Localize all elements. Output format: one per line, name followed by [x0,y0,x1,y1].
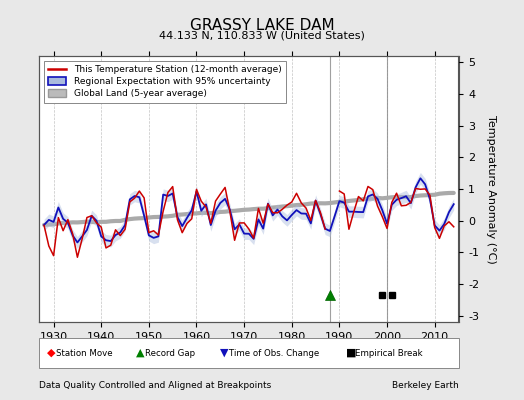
Text: 44.133 N, 110.833 W (United States): 44.133 N, 110.833 W (United States) [159,30,365,40]
Y-axis label: Temperature Anomaly (°C): Temperature Anomaly (°C) [486,115,496,263]
Text: Station Move: Station Move [56,348,113,358]
Text: Record Gap: Record Gap [145,348,195,358]
Text: ■: ■ [346,348,356,358]
Text: ▼: ▼ [220,348,228,358]
Text: Berkeley Earth: Berkeley Earth [392,381,458,390]
Text: Empirical Break: Empirical Break [355,348,422,358]
Text: ▲: ▲ [136,348,145,358]
Text: Time of Obs. Change: Time of Obs. Change [229,348,319,358]
Text: GRASSY LAKE DAM: GRASSY LAKE DAM [190,18,334,33]
Text: Data Quality Controlled and Aligned at Breakpoints: Data Quality Controlled and Aligned at B… [39,381,271,390]
Text: ◆: ◆ [47,348,56,358]
Legend: This Temperature Station (12-month average), Regional Expectation with 95% uncer: This Temperature Station (12-month avera… [44,60,286,103]
